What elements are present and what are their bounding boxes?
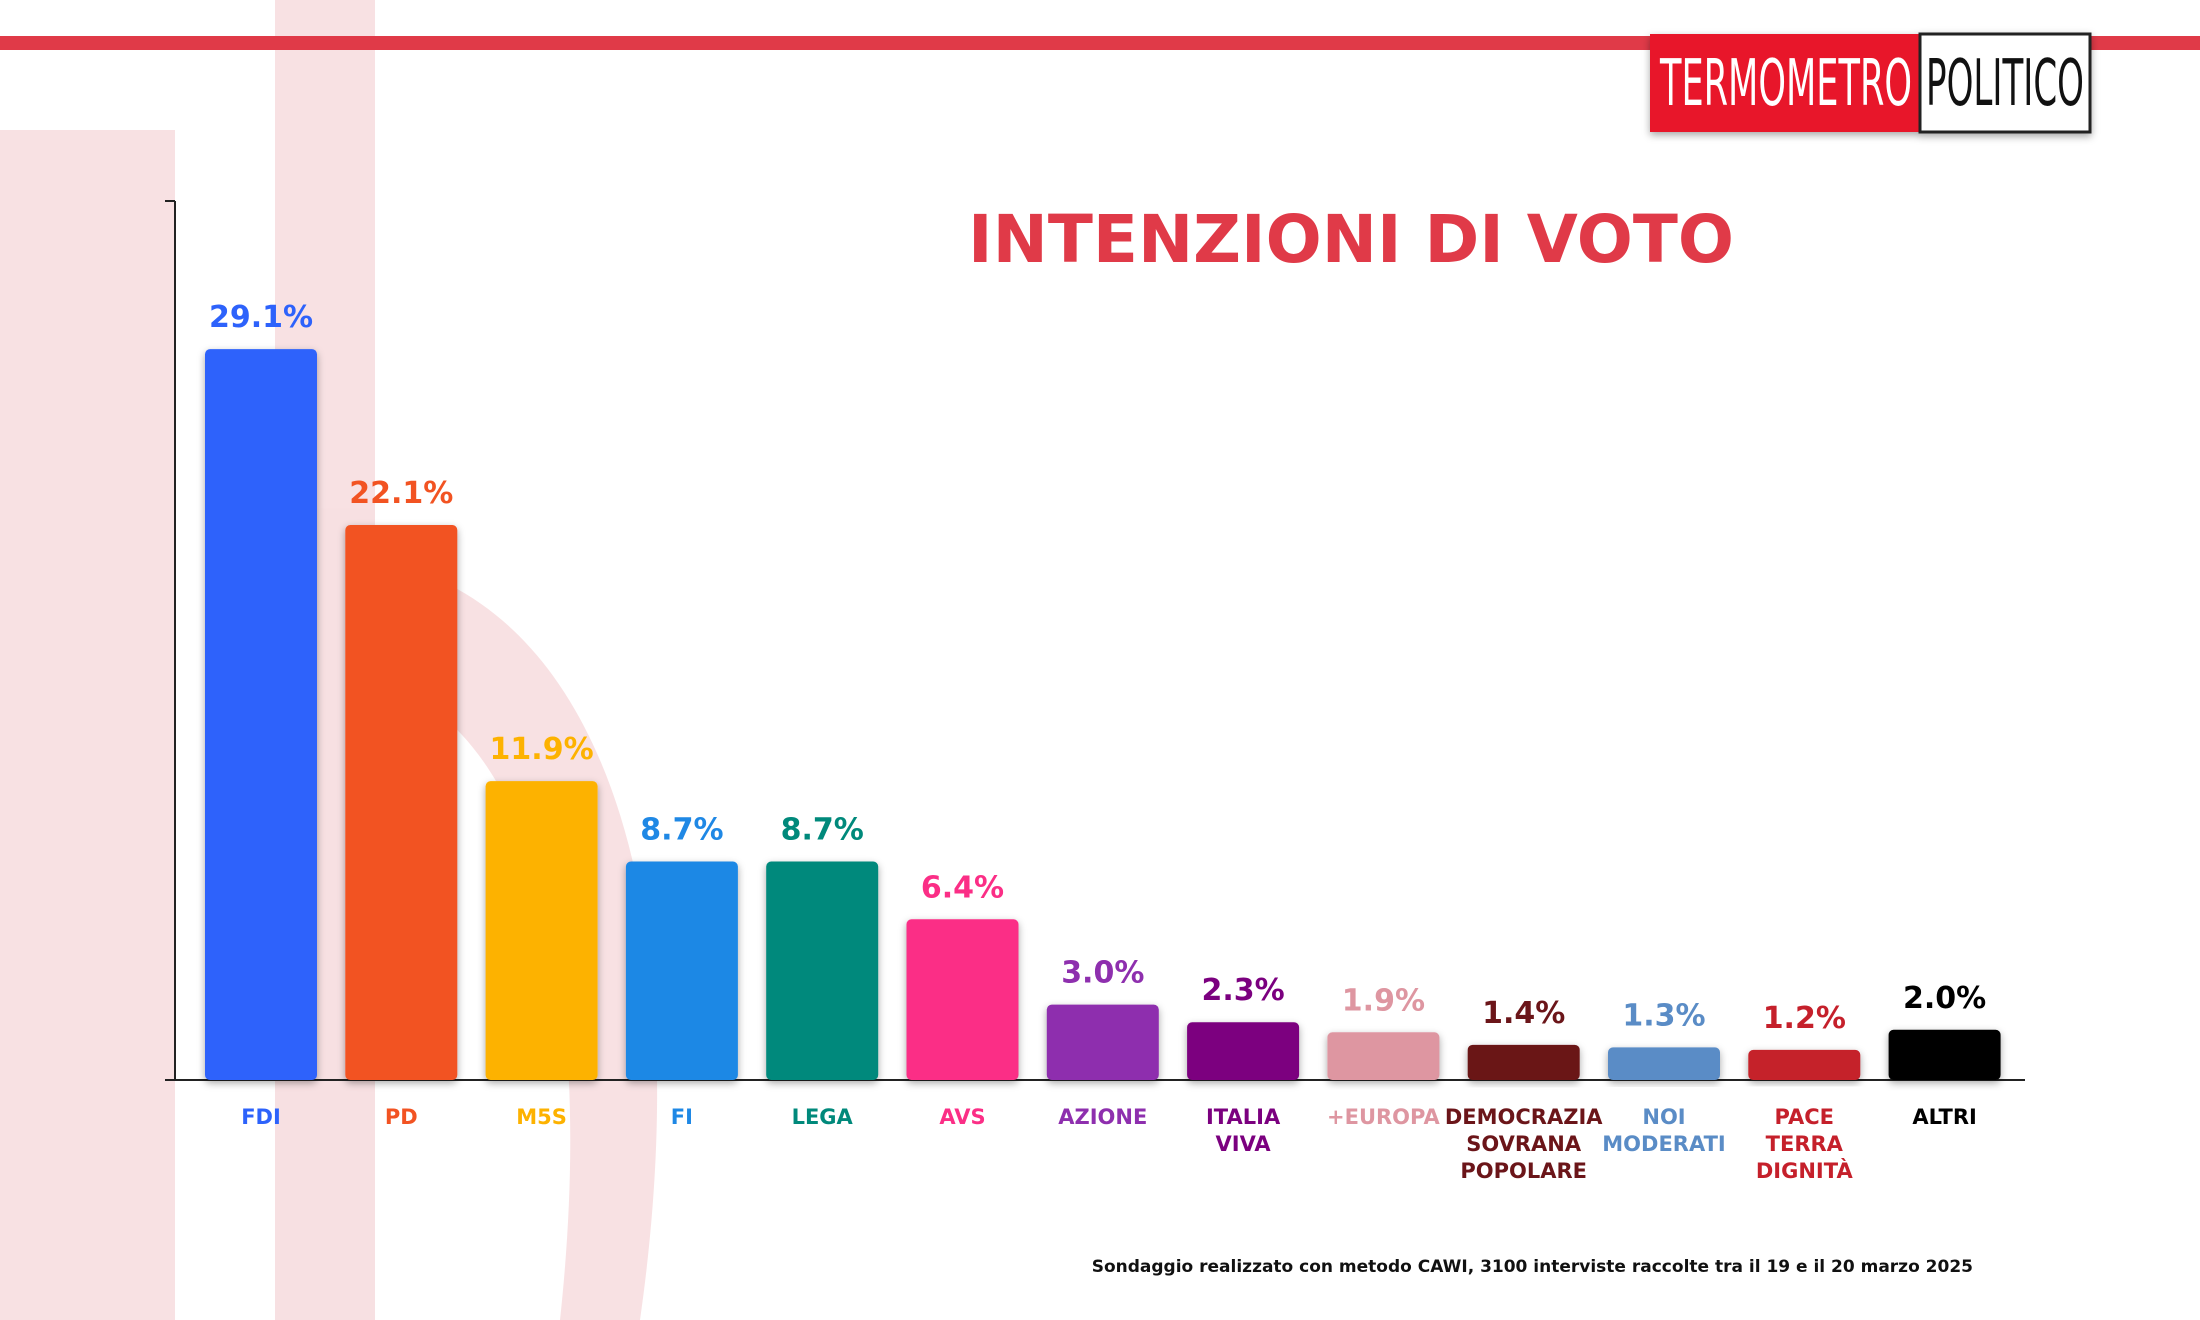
bar [485, 781, 598, 1080]
bar [1888, 1029, 2001, 1080]
value-label: 29.1% [209, 300, 313, 335]
x-tick-label: PD [384, 1105, 418, 1129]
footnote: Sondaggio realizzato con metodo CAWI, 31… [1092, 1257, 1973, 1277]
x-tick-label: NOI MODERATI [1602, 1105, 1726, 1156]
bar [1748, 1049, 1861, 1080]
value-label: 2.3% [1201, 973, 1284, 1008]
x-tick-label: FI [670, 1105, 693, 1129]
bar [1327, 1032, 1440, 1080]
x-tick-label: ALTRI [1912, 1105, 1977, 1129]
bar [1608, 1047, 1720, 1080]
value-label: 1.2% [1763, 1001, 1846, 1036]
value-label: 8.7% [640, 813, 723, 848]
value-label: 1.4% [1482, 996, 1565, 1031]
x-tick-label: FDI [241, 1105, 281, 1129]
bar [1467, 1044, 1580, 1080]
bar [1187, 1022, 1300, 1080]
x-tick-label: +EUROPA [1327, 1105, 1440, 1129]
bar [766, 861, 879, 1080]
x-tick-label: PACE TERRA DIGNITÀ [1755, 1105, 1853, 1183]
value-label: 1.9% [1342, 983, 1425, 1018]
value-label: 8.7% [781, 813, 864, 848]
background-decoration [0, 0, 658, 1320]
x-tick-label: DEMOCRAZIA SOVRANA POPOLARE [1444, 1105, 1603, 1183]
value-label: 11.9% [490, 732, 594, 767]
logo-text: POLITICO [1926, 47, 2084, 121]
logo-white [1918, 32, 2092, 134]
value-label: 6.4% [921, 870, 1004, 905]
logo [1650, 32, 2092, 134]
x-tick-label: AVS [939, 1105, 986, 1129]
bar [1046, 1004, 1159, 1080]
value-label: 1.3% [1622, 998, 1705, 1033]
bar [625, 861, 738, 1080]
logo-red [1650, 34, 1920, 132]
logo-text: TERMOMETRO [1659, 47, 1912, 121]
x-tick-label: M5S [516, 1105, 567, 1129]
x-tick-label: LEGA [791, 1105, 853, 1129]
x-tick-label: AZIONE [1058, 1105, 1148, 1129]
x-tick-label: ITALIA VIVA [1205, 1105, 1281, 1156]
value-label: 3.0% [1061, 956, 1144, 991]
value-label: 22.1% [349, 476, 453, 511]
chart-title: INTENZIONI DI VOTO [968, 201, 1734, 278]
bar [205, 349, 317, 1080]
value-label: 2.0% [1903, 981, 1986, 1016]
bar [345, 524, 458, 1080]
bar [906, 919, 1019, 1080]
